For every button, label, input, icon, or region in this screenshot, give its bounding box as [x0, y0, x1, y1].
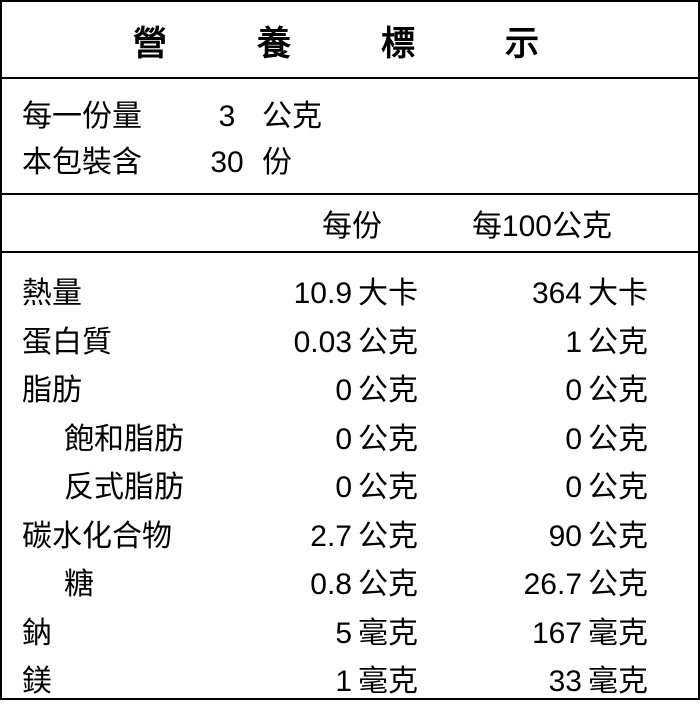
per-100g-value: 167: [452, 611, 582, 658]
per-serving-unit: 公克: [352, 320, 422, 367]
per-100g-value: 0: [452, 417, 582, 464]
nutrient-row: 脂肪0公克0公克: [22, 368, 678, 415]
nutrient-row: 鎂1毫克33毫克: [22, 659, 678, 706]
nutrient-rows: 熱量10.9大卡364大卡蛋白質0.03公克1公克脂肪0公克0公克飽和脂肪0公克…: [2, 253, 698, 720]
nutrient-row: 碳水化合物2.7公克90公克: [22, 514, 678, 561]
per-100g-unit: 公克: [582, 465, 652, 512]
nutrient-row: 熱量10.9大卡364大卡: [22, 271, 678, 318]
column-headers: 每份 每100公克: [2, 195, 698, 253]
nutrient-name: 脂肪: [22, 368, 222, 415]
nutrient-name: 反式脂肪: [22, 465, 222, 512]
servings-count-label: 本包裝含: [22, 137, 192, 181]
per-serving-value: 2.7: [222, 514, 352, 561]
nutrient-row: 鈉5毫克167毫克: [22, 611, 678, 658]
serving-size-label: 每一份量: [22, 91, 192, 135]
nutrient-name: 飽和脂肪: [22, 417, 222, 464]
nutrient-name: 蛋白質: [22, 320, 222, 367]
servings-per-container-row: 本包裝含 30 份: [22, 137, 678, 181]
per-serving-value: 1: [222, 659, 352, 706]
per-100g-unit: 公克: [582, 562, 652, 609]
nutrient-row: 反式脂肪0公克0公克: [22, 465, 678, 512]
per-serving-value: 5: [222, 611, 352, 658]
serving-size-value: 3: [192, 100, 262, 134]
nutrient-name: 鈉: [22, 611, 222, 658]
per-100g-unit: 公克: [582, 320, 652, 367]
nutrient-name: 碳水化合物: [22, 514, 222, 561]
per-100g-value: 0: [452, 465, 582, 512]
header-spacer: [22, 201, 222, 245]
nutrient-row: 糖0.8公克26.7公克: [22, 562, 678, 609]
servings-count-value: 30: [192, 146, 262, 180]
per-serving-value: 0: [222, 465, 352, 512]
per-serving-unit: 公克: [352, 562, 422, 609]
per-serving-unit: 大卡: [352, 271, 422, 318]
per-serving-value: 0.03: [222, 320, 352, 367]
per-serving-unit: 公克: [352, 465, 422, 512]
nutrient-row: 蛋白質0.03公克1公克: [22, 320, 678, 367]
nutrition-facts-panel: 營 養 標 示 每一份量 3 公克 本包裝含 30 份 每份 每100公克 熱量…: [0, 0, 700, 700]
serving-size-unit: 公克: [262, 91, 342, 135]
per-100g-unit: 毫克: [582, 611, 652, 658]
per-serving-unit: 公克: [352, 514, 422, 561]
per-serving-value: 0: [222, 368, 352, 415]
per-serving-unit: 毫克: [352, 611, 422, 658]
per-100g-unit: 公克: [582, 514, 652, 561]
per-serving-value: 10.9: [222, 271, 352, 318]
per-serving-value: 0.8: [222, 562, 352, 609]
serving-size-row: 每一份量 3 公克: [22, 91, 678, 135]
per-100g-unit: 毫克: [582, 659, 652, 706]
per-100g-unit: 公克: [582, 417, 652, 464]
per-100g-unit: 公克: [582, 368, 652, 415]
per-100g-value: 1: [452, 320, 582, 367]
servings-count-unit: 份: [262, 137, 342, 181]
per-serving-value: 0: [222, 417, 352, 464]
serving-info: 每一份量 3 公克 本包裝含 30 份: [2, 79, 698, 195]
nutrient-name: 熱量: [22, 271, 222, 318]
per-100g-value: 90: [452, 514, 582, 561]
per-serving-unit: 公克: [352, 368, 422, 415]
nutrient-name: 糖: [22, 562, 222, 609]
per-serving-unit: 公克: [352, 417, 422, 464]
nutrient-name: 鎂: [22, 659, 222, 706]
header-per-serving: 每份: [222, 201, 422, 245]
per-100g-value: 364: [452, 271, 582, 318]
per-100g-value: 33: [452, 659, 582, 706]
per-100g-unit: 大卡: [582, 271, 652, 318]
panel-title: 營 養 標 示: [2, 2, 698, 79]
header-per-100g: 每100公克: [452, 201, 652, 245]
per-100g-value: 26.7: [452, 562, 582, 609]
nutrient-row: 飽和脂肪0公克0公克: [22, 417, 678, 464]
per-100g-value: 0: [452, 368, 582, 415]
per-serving-unit: 毫克: [352, 659, 422, 706]
